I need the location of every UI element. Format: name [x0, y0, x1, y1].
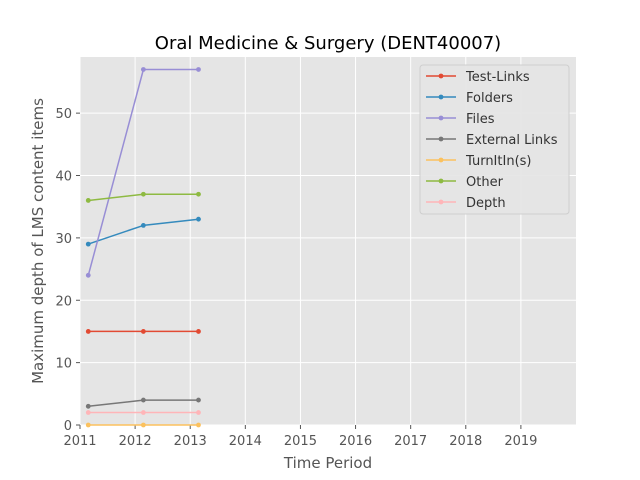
data-point: [85, 241, 91, 247]
data-point: [140, 329, 146, 334]
y-tick-label: 10: [55, 357, 72, 372]
legend-label: Other: [466, 175, 504, 190]
data-point: [196, 329, 201, 334]
data-point: [140, 67, 146, 72]
y-tick-label: 40: [55, 170, 72, 185]
legend-label: TurnItIn(s): [465, 154, 531, 169]
chart-title: Oral Medicine & Surgery (DENT40007): [155, 33, 501, 54]
legend-swatch-marker: [438, 178, 444, 184]
legend-swatch-marker: [438, 199, 444, 205]
legend-swatch-marker: [438, 136, 444, 142]
data-point: [196, 191, 201, 197]
data-point: [85, 198, 91, 203]
legend-swatch-marker: [438, 94, 444, 100]
data-point: [140, 397, 146, 403]
x-axis-title: Time Period: [283, 454, 372, 472]
data-point: [85, 410, 91, 415]
legend: Test-Links Folders Files External Links Turn…: [419, 64, 570, 215]
data-point: [85, 329, 91, 334]
x-tick-label: 2017: [394, 434, 427, 449]
axis-ticks: 2011 2012 2013 2014 2015 2016 2017 2018 2019 0 10 2…: [55, 107, 537, 449]
data-point: [196, 410, 201, 415]
data-point: [196, 67, 201, 72]
x-tick-label: 2011: [63, 434, 96, 449]
x-tick-label: 2015: [284, 434, 317, 449]
data-point: [196, 216, 201, 222]
data-point: [196, 422, 201, 428]
data-point: [140, 191, 146, 197]
y-tick-label: 50: [55, 107, 72, 122]
x-tick-label: 2016: [339, 434, 372, 449]
data-point: [196, 397, 201, 403]
legend-label: Test-Links: [465, 70, 530, 85]
legend-swatch-marker: [438, 73, 444, 79]
series-lines: [85, 67, 201, 428]
legend-swatch-marker: [438, 115, 444, 121]
y-axis-title: Maximum depth of LMS content items: [29, 98, 47, 384]
data-point: [85, 272, 91, 278]
x-tick-label: 2012: [119, 434, 152, 449]
x-tick-label: 2013: [174, 434, 207, 449]
legend-label: Folders: [466, 91, 513, 106]
legend-label: Files: [466, 112, 495, 127]
data-point: [85, 422, 91, 428]
y-tick-label: 0: [64, 419, 72, 434]
legend-label: External Links: [466, 133, 558, 148]
legend-box: [419, 64, 570, 215]
x-tick-label: 2014: [229, 434, 262, 449]
legend-label: Depth: [466, 196, 506, 211]
data-point: [85, 403, 91, 409]
legend-swatch-marker: [438, 157, 444, 163]
x-tick-label: 2018: [449, 434, 482, 449]
data-point: [140, 410, 146, 415]
y-tick-label: 30: [55, 232, 72, 247]
data-point: [140, 223, 146, 228]
data-point: [140, 422, 146, 428]
x-tick-label: 2019: [504, 434, 537, 449]
y-tick-label: 20: [55, 294, 72, 309]
